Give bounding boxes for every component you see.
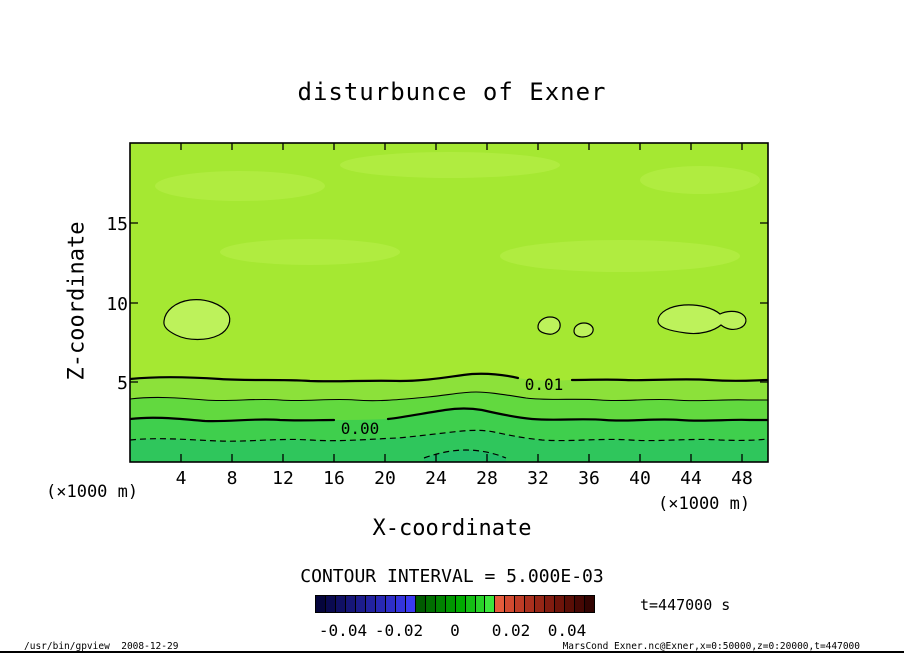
x-tick: 8 [226,468,238,489]
contour-001-line [130,372,520,383]
contour-label-000: 0.00 [340,419,380,438]
colorbar-tick: 0 [450,621,460,640]
colorbar-cell [504,596,515,612]
island-contour [657,304,747,335]
x-tick: 36 [578,468,600,489]
colorbar-tick: 0.02 [491,621,531,640]
colorbar-cell [574,596,585,612]
colorbar-cell [364,596,375,612]
colorbar-cell [544,596,555,612]
colorbar-cell [524,596,535,612]
island-contour [537,316,561,335]
colorbar-cell [344,596,355,612]
contour-001-line [570,378,768,382]
colorbar-tick: 0.04 [547,621,587,640]
time-label: t=447000 s [640,596,731,614]
island-contour [573,322,594,338]
x-tick: 48 [731,468,753,489]
colorbar-cell [404,596,415,612]
island-contour [163,299,231,341]
colorbar-cell [464,596,475,612]
x-axis-unit: (×1000 m) [658,494,751,514]
colorbar-cells [315,595,595,613]
y-tick-15: 15 [106,214,128,235]
colorbar-cell [316,596,325,612]
contour-interval-caption: CONTOUR INTERVAL = 5.000E-03 [300,566,604,587]
tone-patch [220,239,400,265]
plot-frame [129,142,769,463]
colorbar-cell [534,596,545,612]
colorbar-cell [394,596,405,612]
x-tick: 12 [272,468,294,489]
colorbar-cell [384,596,395,612]
colorbar-cell [374,596,385,612]
colorbar-cell [334,596,345,612]
colorbar-tick: -0.02 [374,621,424,640]
colorbar-cell [474,596,485,612]
tone-band-bottom [424,450,506,462]
contour-label-001: 0.01 [524,375,564,394]
y-axis-unit: (×1000 m) [46,482,139,502]
colorbar-cell [354,596,365,612]
tone-band-neg0010-neg0005 [130,430,768,462]
colorbar-cell [584,596,595,612]
colorbar-cell [424,596,435,612]
x-tick: 32 [527,468,549,489]
tone-patch [155,171,325,201]
colorbar-cell [324,596,335,612]
colorbar-cell [514,596,525,612]
y-tick-5: 5 [117,373,128,394]
footer-command: /usr/bin/gpview 2008-12-29 [24,641,179,652]
footer-dataset: MarsCond_Exner.nc@Exner,x=0:50000,z=0:20… [562,641,860,652]
colorbar-cell [494,596,505,612]
tone-patch [500,240,740,272]
colorbar-cell [414,596,425,612]
footer-rule [0,651,904,653]
colorbar-tick-labels: -0.04 -0.02 0 0.02 0.04 [315,621,595,640]
x-tick: 4 [175,468,187,489]
page-title: disturbunce of Exner [297,78,607,106]
x-tick: 24 [425,468,447,489]
x-tick: 16 [323,468,345,489]
x-axis-label: X-coordinate [372,516,532,541]
colorbar-cell [484,596,495,612]
colorbar-cell [434,596,445,612]
tone-patch [340,152,560,178]
colorbar-cell [454,596,465,612]
contour-neg0005-line [130,429,768,442]
colorbar-tick: -0.04 [318,621,368,640]
colorbar-cell [564,596,575,612]
contour-000-line [386,407,768,422]
colorbar-cell [444,596,455,612]
x-tick: 40 [629,468,651,489]
y-tick-10: 10 [106,294,128,315]
colorbar-cell [554,596,565,612]
axis-ticks [130,143,768,462]
x-tick: 28 [476,468,498,489]
contour-0005-line [130,391,768,402]
x-tick: 44 [680,468,702,489]
tone-patch [640,166,760,194]
contour-000-line [130,416,336,423]
x-tick: 20 [374,468,396,489]
